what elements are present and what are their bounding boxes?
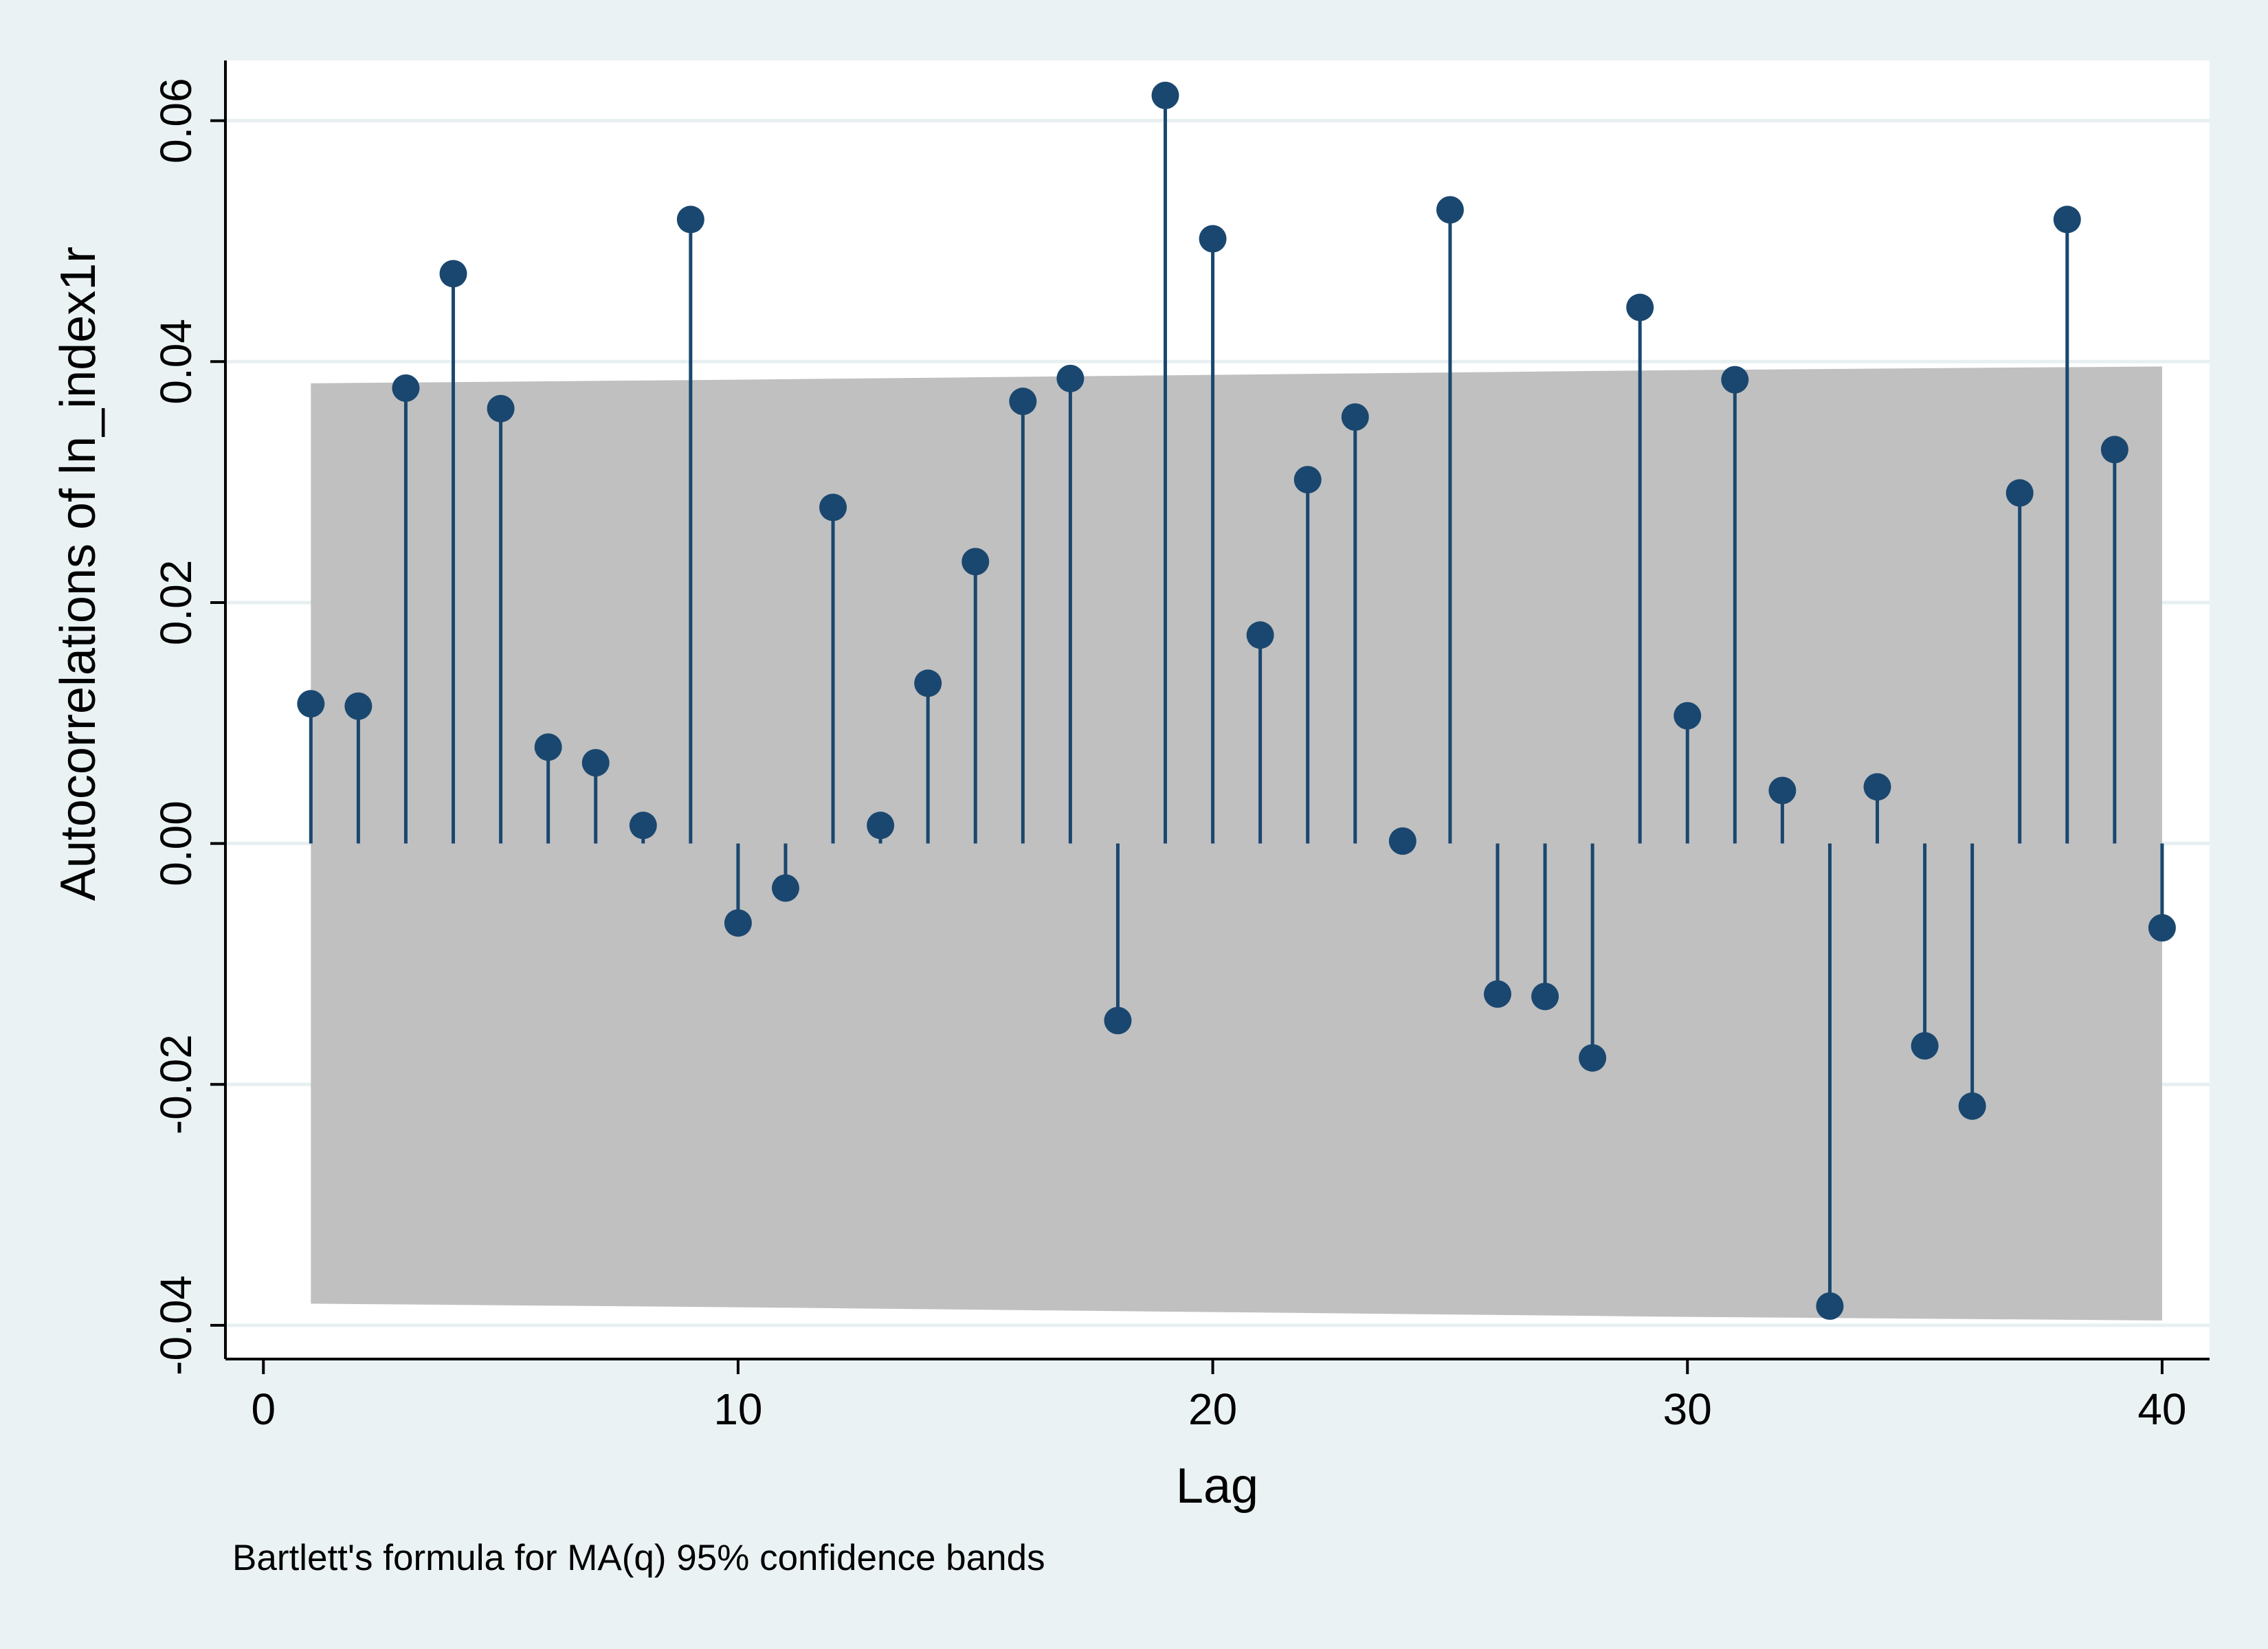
acf-point: [1246, 621, 1274, 649]
acf-point: [1531, 983, 1559, 1011]
acf-point: [1816, 1292, 1844, 1320]
acf-point: [1911, 1032, 1939, 1060]
acf-point: [2148, 914, 2176, 942]
acf-point: [1721, 366, 1749, 394]
x-tick-label: 20: [1188, 1384, 1237, 1434]
acf-point: [1863, 773, 1891, 801]
acf-point: [2053, 205, 2081, 234]
acf-point: [581, 749, 610, 777]
chart-note: Bartlett's formula for MA(q) 95% confide…: [232, 1538, 1045, 1578]
y-tick-label: 0.02: [151, 560, 201, 646]
acf-point: [439, 260, 467, 288]
x-tick-label: 40: [2137, 1384, 2186, 1434]
acf-point: [1009, 388, 1037, 416]
acf-point: [914, 669, 942, 697]
acf-point: [724, 909, 752, 937]
acf-point: [1768, 776, 1797, 805]
acf-point: [961, 548, 990, 576]
acf-point: [1104, 1007, 1132, 1035]
acf-point: [487, 394, 515, 423]
x-tick-label: 30: [1663, 1384, 1712, 1434]
acf-point: [867, 811, 895, 840]
acf-point: [2005, 479, 2034, 507]
acf-point: [1199, 225, 1227, 253]
acf-point: [1626, 293, 1654, 322]
acf-point: [1151, 81, 1179, 109]
acf-point: [629, 811, 657, 840]
confidence-band: [311, 366, 2162, 1321]
acf-point: [1293, 466, 1322, 494]
acf-point: [676, 205, 704, 234]
acf-point: [1436, 196, 1464, 224]
y-tick-label: -0.04: [151, 1275, 201, 1376]
acf-point: [344, 692, 373, 720]
axes: [224, 60, 2210, 1360]
acf-point: [1579, 1044, 1607, 1072]
acf-point: [1958, 1092, 1986, 1120]
markers: [297, 81, 2176, 1320]
acf-point: [297, 690, 325, 718]
y-axis-title: Autocorrelations of ln_index1r: [51, 247, 106, 901]
acf-point: [1674, 702, 1702, 730]
x-tick-label: 10: [713, 1384, 762, 1434]
x-axis-title: Lag: [1176, 1459, 1258, 1514]
y-tick-label: 0.04: [151, 319, 201, 405]
acf-point: [1388, 827, 1416, 855]
acf-point: [2100, 436, 2128, 464]
acf-point: [771, 874, 799, 902]
x-axis-ticks: 0 10 20 30 40: [251, 1359, 2187, 1434]
acf-point: [1056, 364, 1085, 392]
y-tick-label: -0.02: [151, 1034, 201, 1134]
acf-point: [1483, 980, 1511, 1008]
acf-point: [1341, 403, 1369, 431]
acf-point: [819, 493, 847, 521]
y-axis-ticks: -0.04 -0.02 0.00 0.02 0.04 0.06: [151, 78, 225, 1376]
x-tick-label: 0: [251, 1384, 276, 1434]
y-tick-label: 0.00: [151, 800, 201, 886]
y-tick-label: 0.06: [151, 78, 201, 164]
acf-point: [534, 733, 562, 761]
acf-point: [392, 374, 420, 402]
